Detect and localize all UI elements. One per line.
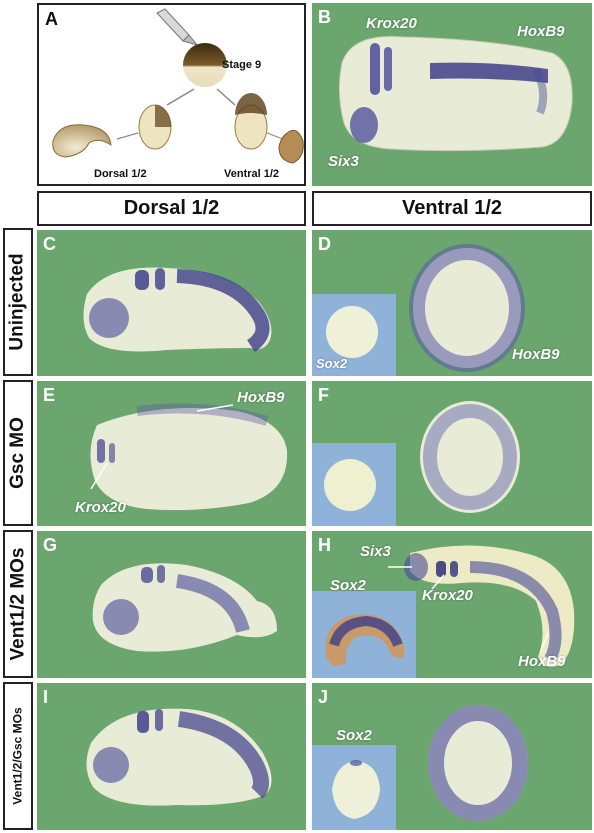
hoxb9-label: HoxB9 [518, 653, 566, 670]
embryo [413, 248, 521, 368]
panel-letter: E [43, 385, 56, 405]
embryo [428, 705, 528, 821]
krox20-label: Krox20 [75, 499, 126, 516]
embryo [92, 563, 277, 652]
panel-letter: G [43, 535, 58, 555]
row-label-vent-gsc-mos: Vent1/2/Gsc MOs [3, 682, 33, 830]
sox2-label: Sox2 [336, 727, 372, 744]
sox2-label: Sox2 [316, 356, 348, 371]
panel-letter: D [318, 234, 331, 254]
panel-e: E HoxB9 Krox20 [37, 381, 306, 526]
embryo-bisection-diagram [52, 8, 304, 164]
column-header-dorsal: Dorsal 1/2 [37, 191, 306, 226]
panel-letter: I [43, 687, 49, 707]
row-label-vent-mos: Vent1/2 MOs [3, 530, 33, 678]
hoxb9-label: HoxB9 [517, 23, 565, 40]
embryo [410, 545, 575, 667]
embryo [338, 36, 573, 152]
panel-letter: C [43, 234, 56, 254]
panel-i: I [37, 683, 306, 830]
krox20-label: Krox20 [366, 15, 417, 32]
panel-letter: F [318, 385, 329, 405]
scalpel-icon [156, 8, 199, 46]
embryo [90, 408, 288, 511]
embryo [420, 401, 520, 513]
panel-letter: B [318, 7, 331, 27]
dorsal-embryo [52, 124, 112, 158]
panel-g: G [37, 531, 306, 678]
krox20-label: Krox20 [422, 587, 473, 604]
hoxb9-label: HoxB9 [237, 389, 285, 406]
six3-label: Six3 [328, 153, 359, 170]
row-label-gsc-mo: Gsc MO [3, 380, 33, 526]
panel-letter: H [318, 535, 331, 555]
ventral-half-label: Ventral 1/2 [224, 168, 280, 180]
panel-b: B Krox20 HoxB9 Six3 [312, 3, 592, 186]
panel-a: A Stage 9 Dorsal 1/2 [37, 3, 306, 186]
panel-c: C [37, 230, 306, 376]
sox2-inset [312, 591, 416, 678]
panel-f: F [312, 381, 592, 526]
ventral-embryo [278, 129, 304, 164]
stage-label: Stage 9 [222, 59, 262, 71]
sox2-inset: Sox2 [312, 294, 396, 376]
panel-d: D Sox2 HoxB9 [312, 230, 592, 376]
sox2-label: Sox2 [330, 577, 366, 594]
row-label-uninjected: Uninjected [3, 228, 33, 376]
column-header-ventral: Ventral 1/2 [312, 191, 592, 226]
hoxb9-label: HoxB9 [512, 346, 560, 363]
stage9-embryo [183, 43, 227, 87]
sox2-inset [312, 745, 396, 830]
panel-letter: A [45, 9, 58, 29]
panel-letter: J [318, 687, 329, 707]
six3-label: Six3 [360, 543, 391, 560]
dorsal-half-label: Dorsal 1/2 [94, 168, 147, 180]
panel-h: H Six3 Sox2 Krox20 HoxB9 [312, 531, 592, 678]
panel-j: J Sox2 [312, 683, 592, 830]
sox2-inset [312, 443, 396, 526]
